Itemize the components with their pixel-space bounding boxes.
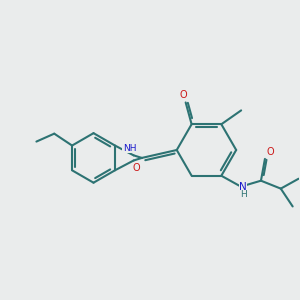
Text: N: N xyxy=(239,182,247,192)
Text: O: O xyxy=(133,164,140,173)
Text: H: H xyxy=(240,190,247,199)
Text: O: O xyxy=(180,89,188,100)
Text: NH: NH xyxy=(123,144,136,153)
Text: O: O xyxy=(266,147,274,157)
